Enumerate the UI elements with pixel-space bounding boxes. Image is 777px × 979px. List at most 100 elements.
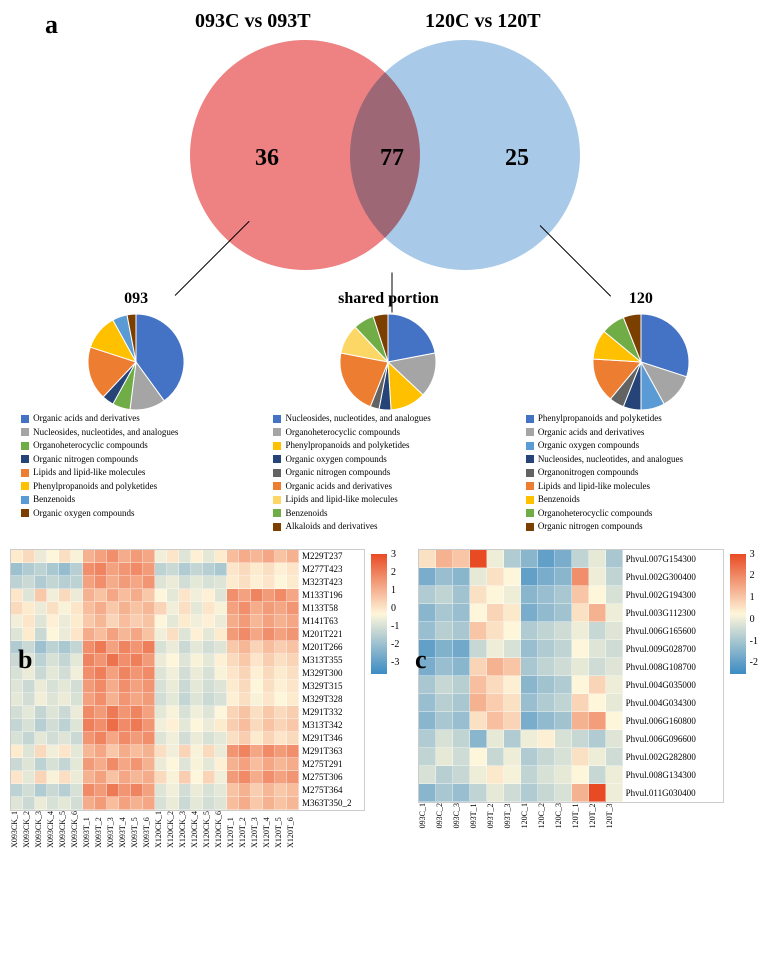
heatmap-cell (59, 641, 71, 654)
heatmap-cell (251, 771, 263, 784)
heatmap-cell (167, 615, 179, 628)
heatmap-cell (23, 693, 35, 706)
heatmap-cell (436, 622, 453, 640)
heatmap-cell (470, 568, 487, 586)
heatmap-row-label: M133T196 (299, 589, 364, 602)
heatmap-cell (59, 550, 71, 563)
legend-label: Lipids and lipid-like molecules (33, 466, 145, 480)
heatmap-cell (119, 745, 131, 758)
heatmap-cell (143, 680, 155, 693)
heatmap-cell (572, 676, 589, 694)
heatmap-cell (203, 719, 215, 732)
heatmap-cell (35, 641, 47, 654)
heatmap-cell (191, 771, 203, 784)
heatmap-cell (35, 589, 47, 602)
heatmap-cell (23, 732, 35, 745)
heatmap-cell (83, 732, 95, 745)
heatmap-cell (119, 706, 131, 719)
heatmap-cell (179, 576, 191, 589)
heatmap-cell (71, 654, 83, 667)
heatmap-cell (419, 748, 436, 766)
legend-item: Organic oxygen compounds (273, 453, 503, 467)
legend-label: Lipids and lipid-like molecules (538, 480, 650, 494)
heatmap-cell (239, 576, 251, 589)
heatmap-cell (436, 550, 453, 568)
heatmap-cell (227, 641, 239, 654)
heatmap-cell (504, 568, 521, 586)
heatmap-row-label: M277T423 (299, 563, 364, 576)
heatmap-cell (143, 589, 155, 602)
heatmap-cell (155, 745, 167, 758)
heatmap-cell (47, 693, 59, 706)
heatmap-cell (95, 628, 107, 641)
heatmap-cell (572, 694, 589, 712)
heatmap-cell (167, 784, 179, 797)
heatmap-cell (453, 784, 470, 802)
heatmap-cell (436, 784, 453, 802)
heatmap-cell (453, 766, 470, 784)
heatmap-cell (487, 622, 504, 640)
heatmap-cell (179, 615, 191, 628)
heatmap-cell (589, 604, 606, 622)
heatmap-cell (83, 784, 95, 797)
heatmap-cell (131, 628, 143, 641)
legend-item: Organic oxygen compounds (21, 507, 251, 521)
heatmap-cell (143, 771, 155, 784)
heatmap-cell (287, 563, 299, 576)
heatmap-col-label: 093C_3 (452, 803, 469, 831)
heatmap-cell (239, 784, 251, 797)
heatmap-cell (143, 797, 155, 810)
heatmap-cell (155, 732, 167, 745)
legend-label: Organic oxygen compounds (285, 453, 386, 467)
heatmap-cell (11, 719, 23, 732)
heatmap-cell (23, 563, 35, 576)
heatmap-cell (167, 719, 179, 732)
heatmap-cell (11, 693, 23, 706)
pie-120-legend: Phenylpropanoids and polyketidesOrganic … (526, 412, 756, 534)
heatmap-row-label: M291T332 (299, 706, 364, 719)
heatmap-cell (453, 622, 470, 640)
heatmap-cell (227, 758, 239, 771)
heatmap-cell (215, 576, 227, 589)
legend-item: Organic acids and derivatives (273, 480, 503, 494)
heatmap-col-label: X093CK_6 (70, 811, 82, 851)
heatmap-cell (167, 550, 179, 563)
heatmap-cell (35, 654, 47, 667)
heatmap-cell (239, 732, 251, 745)
legend-swatch (526, 496, 534, 504)
heatmap-cell (419, 604, 436, 622)
heatmap-cell (239, 654, 251, 667)
heatmap-cell (263, 628, 275, 641)
heatmap-cell (59, 602, 71, 615)
heatmap-cell (131, 576, 143, 589)
heatmap-cell (59, 576, 71, 589)
heatmap-cell (107, 745, 119, 758)
heatmap-cell (487, 658, 504, 676)
heatmap-cell (35, 628, 47, 641)
heatmap-cell (419, 676, 436, 694)
heatmap-cell (487, 550, 504, 568)
heatmap-cell (436, 640, 453, 658)
heatmap-cell (155, 706, 167, 719)
heatmap-cell (35, 667, 47, 680)
heatmap-row-label: Phvul.002G194300 (623, 586, 723, 604)
heatmap-cell (572, 640, 589, 658)
legend-swatch (526, 415, 534, 423)
heatmap-cell (227, 550, 239, 563)
heatmap-cell (436, 676, 453, 694)
heatmap-cell (143, 628, 155, 641)
heatmap-cell (521, 586, 538, 604)
heatmap-cell (143, 732, 155, 745)
heatmap-cell (589, 568, 606, 586)
heatmap-cell (275, 563, 287, 576)
heatmap-cell (131, 680, 143, 693)
legend-item: Nucleosides, nucleotides, and analogues (273, 412, 503, 426)
heatmap-cell (589, 748, 606, 766)
heatmap-cell (487, 604, 504, 622)
legend-item: Organic nitrogen compounds (273, 466, 503, 480)
heatmap-cell (179, 602, 191, 615)
heatmap-cell (419, 586, 436, 604)
heatmap-cell (470, 586, 487, 604)
heatmap-cell (239, 667, 251, 680)
heatmap-cell (23, 797, 35, 810)
